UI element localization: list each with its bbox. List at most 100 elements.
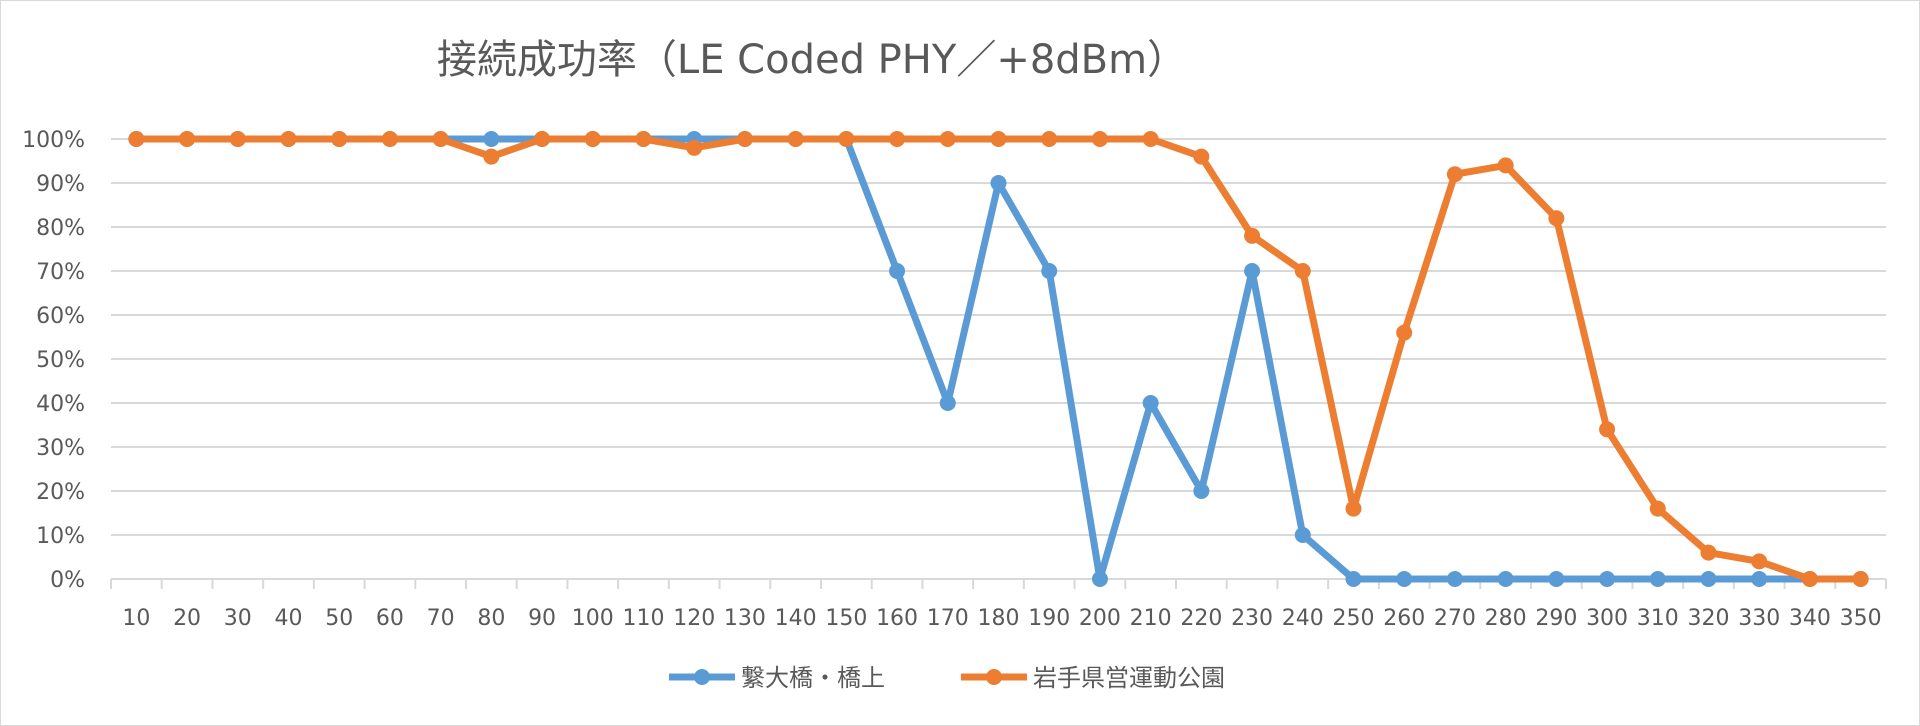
x-tick-label: 20 <box>173 606 201 631</box>
x-tick-label: 70 <box>427 606 455 631</box>
data-point <box>1244 227 1261 244</box>
data-point <box>432 131 449 147</box>
x-tick-label: 60 <box>376 606 404 631</box>
x-tick-label: 290 <box>1535 606 1577 631</box>
data-point <box>1649 500 1666 517</box>
x-tick-label: 220 <box>1180 606 1222 631</box>
x-tick-label: 130 <box>724 606 766 631</box>
data-point <box>229 131 246 147</box>
data-point <box>1548 571 1565 587</box>
x-tick-label: 310 <box>1637 606 1679 631</box>
data-point <box>1091 571 1108 587</box>
x-tick-label: 330 <box>1738 606 1780 631</box>
data-point <box>280 131 297 147</box>
x-tick-label: 320 <box>1688 606 1730 631</box>
y-tick-label: 40% <box>36 392 85 417</box>
data-point <box>1700 571 1717 587</box>
y-tick-label: 60% <box>36 304 85 329</box>
legend-label: 繋大橋・橋上 <box>741 664 885 692</box>
x-tick-label: 10 <box>122 606 150 631</box>
x-tick-label: 340 <box>1789 606 1831 631</box>
data-point <box>990 131 1007 147</box>
data-point <box>838 131 855 147</box>
y-tick-label: 30% <box>36 436 85 461</box>
data-point <box>686 139 703 156</box>
grid-lines <box>111 138 1886 580</box>
data-point <box>1497 157 1514 174</box>
data-point <box>534 131 551 147</box>
data-point <box>331 131 348 147</box>
series-2 <box>128 131 1869 587</box>
data-point <box>939 131 956 147</box>
x-tick-label: 260 <box>1383 606 1425 631</box>
x-tick-label: 80 <box>477 606 505 631</box>
y-tick-label: 90% <box>36 172 85 197</box>
data-point <box>128 131 145 147</box>
data-point <box>889 263 906 279</box>
x-tick-label: 350 <box>1840 606 1882 631</box>
data-point <box>1345 500 1362 517</box>
legend: 繋大橋・橋上 岩手県営運動公園 <box>669 664 1225 692</box>
legend-item: 繋大橋・橋上 <box>669 664 885 692</box>
data-point <box>1599 571 1616 587</box>
x-tick-label: 190 <box>1028 606 1070 631</box>
data-point <box>1142 395 1159 411</box>
x-tick-label: 50 <box>325 606 353 631</box>
data-point <box>1801 571 1818 587</box>
x-tick-label: 100 <box>572 606 614 631</box>
legend-marker <box>694 669 710 685</box>
y-tick-label: 70% <box>36 260 85 285</box>
x-tick-label: 40 <box>275 606 303 631</box>
data-point <box>1041 131 1058 147</box>
legend-item: 岩手県営運動公園 <box>961 664 1225 692</box>
x-tick-label: 150 <box>825 606 867 631</box>
x-tick-label: 140 <box>775 606 817 631</box>
data-point <box>1599 421 1616 438</box>
data-point <box>483 131 500 147</box>
data-point <box>179 131 196 147</box>
y-tick-label: 100% <box>22 128 85 153</box>
series-layer <box>128 131 1869 587</box>
data-point <box>1497 571 1514 587</box>
x-tick-label: 110 <box>623 606 665 631</box>
x-tick-label: 210 <box>1130 606 1172 631</box>
y-tick-label: 0% <box>50 568 85 593</box>
x-tick-label: 30 <box>224 606 252 631</box>
legend-label: 岩手県営運動公園 <box>1033 664 1225 692</box>
data-point <box>1548 210 1565 227</box>
y-tick-label: 20% <box>36 480 85 505</box>
data-point <box>1446 571 1463 587</box>
data-point <box>1649 571 1666 587</box>
data-point <box>1751 571 1768 587</box>
data-point <box>1244 263 1261 279</box>
x-tick-label: 280 <box>1485 606 1527 631</box>
y-tick-label: 10% <box>36 524 85 549</box>
data-point <box>736 131 753 147</box>
y-tick-label: 80% <box>36 216 85 241</box>
x-tick-label: 240 <box>1282 606 1324 631</box>
data-point <box>1852 571 1869 587</box>
x-axis-ticks: 10 20 30 40 50 60 70 80 90 100 110 120 130 140 150 160 1… <box>122 606 1881 631</box>
x-tick-label: 160 <box>876 606 918 631</box>
data-point <box>1294 263 1311 279</box>
data-point <box>1396 324 1413 341</box>
y-tick-label: 50% <box>36 348 85 373</box>
data-point <box>939 395 956 411</box>
data-point <box>1294 527 1311 543</box>
data-point <box>1091 131 1108 147</box>
x-tick-label: 250 <box>1333 606 1375 631</box>
x-tick-label: 120 <box>673 606 715 631</box>
data-point <box>787 131 804 147</box>
chart-title: 接続成功率（LE Coded PHY／+8dBm） <box>437 37 1187 83</box>
x-tick-label: 180 <box>978 606 1020 631</box>
data-point <box>381 131 398 147</box>
data-point <box>1041 263 1058 279</box>
data-point <box>1396 571 1413 587</box>
data-point <box>635 131 652 147</box>
data-point <box>584 131 601 147</box>
data-point <box>1446 166 1463 183</box>
x-tick-label: 300 <box>1586 606 1628 631</box>
x-tick-label: 170 <box>927 606 969 631</box>
